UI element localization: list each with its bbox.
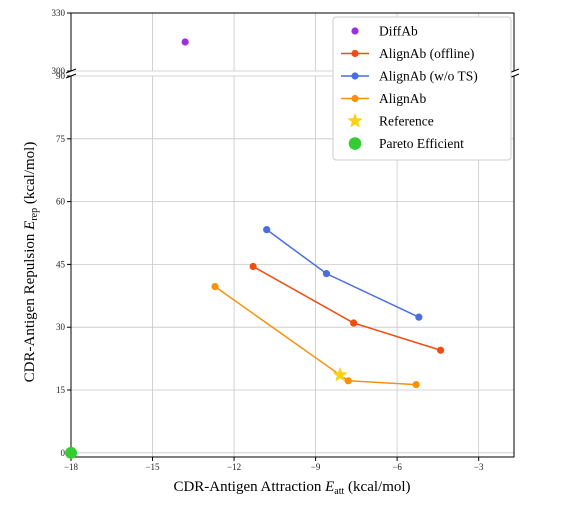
x-tick-label: −12 [227, 462, 241, 472]
y-tick-label: 300 [52, 66, 66, 76]
data-point-alignab-w-o-ts [263, 226, 271, 234]
data-point-alignab-offline [350, 319, 358, 327]
x-tick-label: −9 [311, 462, 321, 472]
data-point-alignab-w-o-ts [415, 313, 423, 321]
series-alignab-offline [249, 262, 445, 354]
x-tick-label: −18 [64, 462, 79, 472]
series-line-alignab-w-o-ts [266, 229, 420, 318]
data-point-alignab-w-o-ts [322, 270, 331, 278]
series-line-alignab-offline [252, 265, 441, 351]
x-tick-label: −15 [145, 462, 160, 472]
legend-marker-alignab-w-o-ts [351, 72, 359, 80]
legend: DiffAb AlignAb (offline) AlignAb (w/o TS) A… [332, 16, 512, 161]
series-pareto-efficient [65, 446, 77, 459]
data-point-alignab [344, 377, 352, 385]
data-point-alignab [412, 380, 420, 389]
data-point-pareto-efficient [65, 446, 77, 459]
y-tick-label: 330 [52, 8, 66, 18]
y-tick-label: 30 [56, 322, 66, 332]
upper-panel-frame [70, 12, 515, 71]
axes [65, 12, 520, 461]
data-point-alignab-offline [249, 262, 257, 271]
data-point-diffab [181, 38, 189, 46]
data-point-alignab [211, 282, 219, 291]
x-tick-label: −6 [392, 462, 402, 472]
y-tick-label: 15 [56, 385, 66, 395]
y-tick-label: 45 [56, 259, 66, 269]
legend-marker-reference [347, 113, 363, 128]
y-tick-label: 60 [56, 197, 66, 207]
legend-label-reference: Reference [379, 114, 434, 129]
legend-label-alignab: AlignAb [379, 91, 427, 106]
legend-marker-diffab [351, 27, 359, 35]
series-diffab [181, 38, 189, 46]
y-axis-title: CDR-Antigen Repulsion Erep (kcal/mol) [22, 142, 40, 383]
x-tick-label: −3 [474, 462, 484, 472]
legend-box [332, 16, 512, 161]
y-tick-label: 0 [61, 448, 66, 458]
legend-label-pareto-efficient: Pareto Efficient [379, 136, 464, 151]
y-tick-label: 90 [56, 71, 66, 81]
legend-marker-pareto-efficient [348, 137, 362, 150]
legend-label-diffab: DiffAb [379, 24, 418, 39]
series-alignab [211, 282, 420, 389]
data-point-reference [332, 366, 348, 382]
legend-label-alignab-w-o-ts: AlignAb (w/o TS) [379, 69, 478, 84]
legend-marker-alignab [351, 94, 359, 103]
series [65, 38, 445, 459]
data-point-alignab-offline [437, 346, 445, 354]
legend-label-alignab-offline: AlignAb (offline) [379, 46, 474, 61]
series-alignab-w-o-ts [263, 226, 423, 321]
lower-panel-frame [70, 76, 515, 458]
x-axis-title: CDR-Antigen Attraction Eatt (kcal/mol) [173, 479, 410, 497]
y-tick-label: 75 [56, 134, 66, 144]
legend-marker-alignab-offline [351, 49, 359, 58]
series-reference [332, 366, 348, 382]
